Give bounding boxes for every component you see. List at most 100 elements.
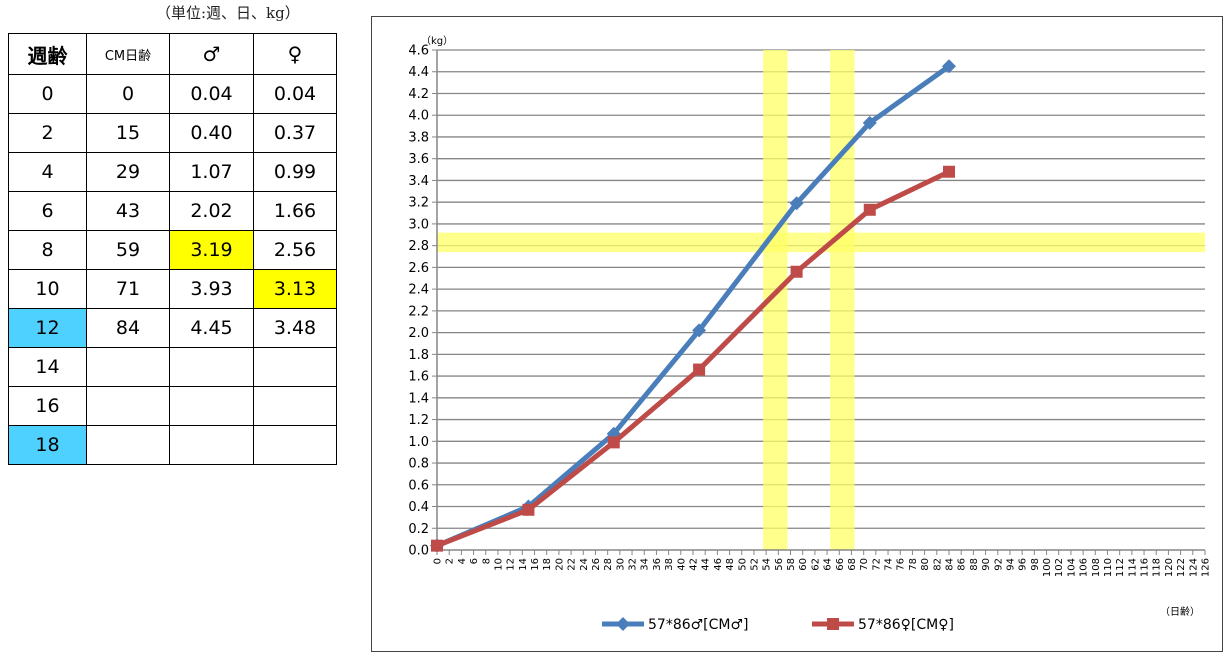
series-1-point bbox=[942, 59, 956, 74]
table-row: 18 bbox=[8, 425, 337, 465]
x-tick-label: 76 bbox=[896, 558, 907, 571]
x-tick-label: 34 bbox=[640, 558, 651, 571]
cell-week: 4 bbox=[8, 152, 87, 192]
cell-female bbox=[253, 347, 337, 387]
series-1-point bbox=[789, 196, 804, 211]
series-1-point bbox=[862, 115, 877, 130]
y-tick-label: 3.2 bbox=[408, 196, 429, 211]
x-tick-label: 84 bbox=[945, 558, 956, 571]
x-tick-label: 16 bbox=[530, 558, 541, 571]
table-row: 14 bbox=[8, 347, 337, 387]
x-axis-unit: （日齢） bbox=[1160, 605, 1200, 618]
series-2-point bbox=[431, 539, 443, 552]
y-tick-label: 2.4 bbox=[408, 283, 429, 298]
x-tick-label: 98 bbox=[1030, 558, 1041, 571]
x-tick-label: 90 bbox=[981, 558, 992, 571]
x-tick-label: 70 bbox=[859, 558, 870, 571]
legend-marker-1 bbox=[616, 617, 630, 631]
x-tick-label: 78 bbox=[908, 558, 919, 571]
header-week-age: 週齢 bbox=[8, 33, 87, 75]
cell-male: 4.45 bbox=[169, 308, 254, 348]
cell-week: 10 bbox=[8, 269, 87, 309]
cell-male: 1.07 bbox=[169, 152, 254, 192]
x-tick-label: 102 bbox=[1054, 558, 1065, 577]
series-2-point bbox=[863, 203, 876, 216]
x-tick-label: 26 bbox=[591, 558, 602, 571]
x-tick-label: 112 bbox=[1115, 558, 1126, 577]
cell-days: 43 bbox=[86, 191, 170, 231]
legend-label-2: 57*86♀[CM♀] bbox=[858, 617, 954, 633]
x-tick-label: 120 bbox=[1164, 558, 1175, 577]
x-tick-label: 94 bbox=[1005, 558, 1016, 571]
cell-female bbox=[253, 386, 337, 426]
x-tick-label: 24 bbox=[579, 558, 590, 571]
y-tick-label: 3.0 bbox=[408, 217, 429, 232]
weight-table: 週齢 CM日齢 ♂ ♀ 0 0 0.04 0.04 2 15 0.40 0.37 4 29 1.07… bbox=[8, 33, 337, 465]
x-tick-label: 60 bbox=[798, 558, 809, 571]
y-tick-label: 1.0 bbox=[408, 435, 429, 450]
x-tick-label: 80 bbox=[920, 558, 931, 571]
y-tick-label: 2.0 bbox=[408, 326, 429, 341]
y-tick-label: 2.2 bbox=[408, 304, 429, 319]
x-tick-label: 28 bbox=[603, 558, 614, 571]
cell-male bbox=[169, 425, 254, 465]
x-tick-label: 108 bbox=[1091, 558, 1102, 577]
x-tick-label: 54 bbox=[762, 558, 773, 571]
legend-label-1: 57*86♂[CM♂] bbox=[648, 617, 749, 633]
cell-female bbox=[253, 425, 337, 465]
x-tick-label: 118 bbox=[1152, 558, 1163, 577]
x-tick-label: 0 bbox=[433, 558, 444, 564]
x-tick-label: 124 bbox=[1188, 558, 1199, 577]
y-tick-label: 1.8 bbox=[408, 348, 429, 363]
x-tick-label: 104 bbox=[1066, 558, 1077, 577]
x-tick-label: 18 bbox=[542, 558, 553, 571]
x-tick-label: 2 bbox=[445, 558, 456, 564]
x-tick-label: 74 bbox=[884, 558, 895, 571]
cell-female: 0.37 bbox=[253, 113, 337, 153]
y-axis-unit: （kg） bbox=[421, 35, 453, 47]
y-tick-label: 2.6 bbox=[408, 261, 429, 276]
cell-male: 3.19 bbox=[169, 230, 254, 270]
y-tick-label: 2.8 bbox=[408, 239, 429, 254]
x-tick-label: 22 bbox=[567, 558, 578, 571]
x-tick-label: 92 bbox=[993, 558, 1004, 571]
y-tick-label: 1.2 bbox=[408, 413, 429, 428]
cell-male bbox=[169, 347, 254, 387]
header-male: ♂ bbox=[169, 33, 254, 75]
cell-male: 0.04 bbox=[169, 74, 254, 114]
x-tick-label: 50 bbox=[737, 558, 748, 571]
cell-week: 6 bbox=[8, 191, 87, 231]
cell-male: 0.40 bbox=[169, 113, 254, 153]
y-tick-label: 0.0 bbox=[408, 544, 429, 559]
x-tick-label: 116 bbox=[1140, 558, 1151, 577]
y-tick-label: 0.8 bbox=[408, 457, 429, 472]
cell-male: 2.02 bbox=[169, 191, 254, 231]
cell-days bbox=[86, 347, 170, 387]
table-row: 0 0 0.04 0.04 bbox=[8, 74, 337, 114]
x-tick-label: 10 bbox=[493, 558, 504, 571]
cell-female: 0.04 bbox=[253, 74, 337, 114]
y-tick-label: 3.6 bbox=[408, 152, 429, 167]
y-tick-label: 0.4 bbox=[408, 500, 429, 515]
x-tick-label: 42 bbox=[689, 558, 700, 571]
x-tick-label: 106 bbox=[1079, 558, 1090, 577]
table-row: 6 43 2.02 1.66 bbox=[8, 191, 337, 231]
cell-female: 2.56 bbox=[253, 230, 337, 270]
cell-week: 0 bbox=[8, 74, 87, 114]
x-tick-label: 66 bbox=[835, 558, 846, 571]
cell-days: 84 bbox=[86, 308, 170, 348]
x-tick-label: 68 bbox=[847, 558, 858, 571]
series-2-point bbox=[522, 503, 535, 516]
cell-female: 1.66 bbox=[253, 191, 337, 231]
y-tick-label: 3.4 bbox=[408, 174, 429, 189]
weight-growth-chart: 0.0 0.2 0.4 0.6 0.8 1.0 1.2 1.4 1.6 1.8 2.0 2.2 2.4 2… bbox=[408, 35, 1212, 633]
x-tick-label: 110 bbox=[1103, 558, 1114, 577]
y-tick-label: 0.6 bbox=[408, 478, 429, 493]
table-header-row: 週齢 CM日齢 ♂ ♀ bbox=[8, 33, 337, 75]
x-tick-label: 32 bbox=[628, 558, 639, 571]
x-tick-label: 14 bbox=[518, 558, 529, 571]
x-tick-label: 126 bbox=[1201, 558, 1212, 577]
header-female: ♀ bbox=[253, 33, 337, 75]
cell-week: 18 bbox=[8, 425, 87, 465]
cell-days: 29 bbox=[86, 152, 170, 192]
